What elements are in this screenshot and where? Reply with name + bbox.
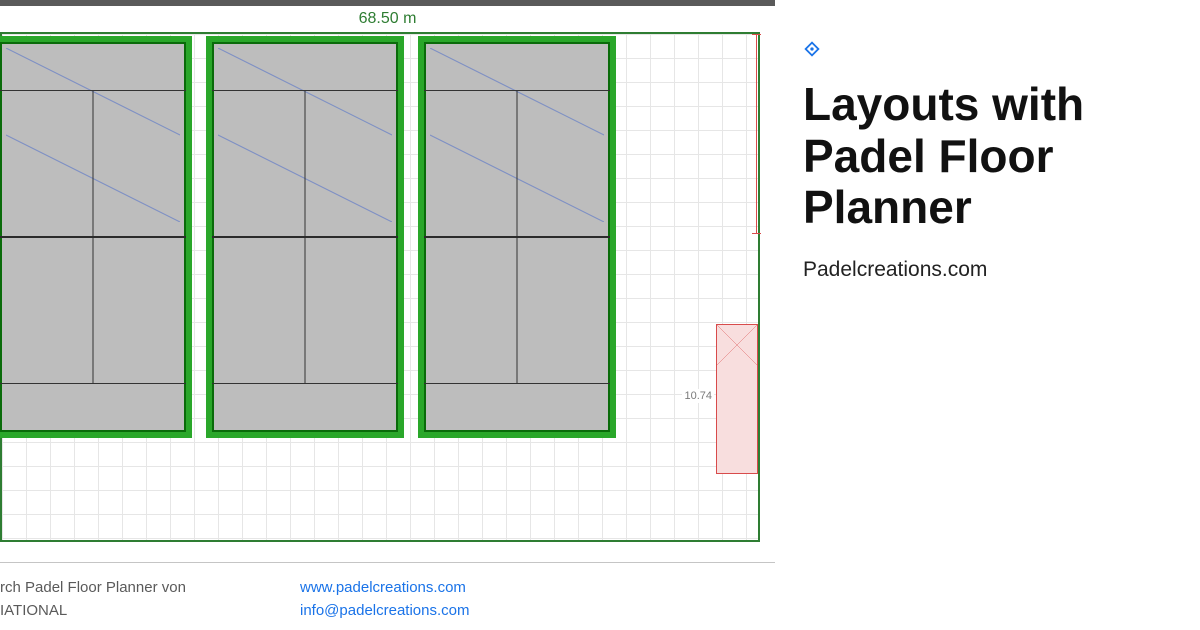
obstacle-box — [716, 324, 758, 474]
card-site: Padelcreations.com — [803, 258, 1170, 282]
vertical-measure-rule — [756, 34, 757, 234]
footer-credit-line-2: IATIONAL — [0, 600, 300, 623]
floor-canvas: 10.74 — [0, 32, 760, 542]
share-card: Layouts with Padel Floor Planner Padelcr… — [775, 0, 1200, 630]
padel-court — [418, 36, 616, 438]
padel-court — [0, 36, 192, 438]
card-title: Layouts with Padel Floor Planner — [803, 79, 1170, 234]
brand-diamond-icon — [803, 40, 1170, 63]
footer-credit-line-1: rch Padel Floor Planner von — [0, 577, 300, 600]
top-border — [0, 0, 775, 6]
padel-court — [206, 36, 404, 438]
planner-preview: 68.50 m — [0, 0, 775, 630]
footer-email[interactable]: info@padelcreations.com — [300, 600, 600, 623]
width-dimension-label: 68.50 m — [0, 10, 775, 28]
planner-footer: rch Padel Floor Planner von IATIONAL www… — [0, 562, 775, 630]
obstacle-dimension-label: 10.74 — [682, 389, 714, 403]
obstacle-diagonals — [717, 325, 757, 365]
footer-url[interactable]: www.padelcreations.com — [300, 577, 600, 600]
